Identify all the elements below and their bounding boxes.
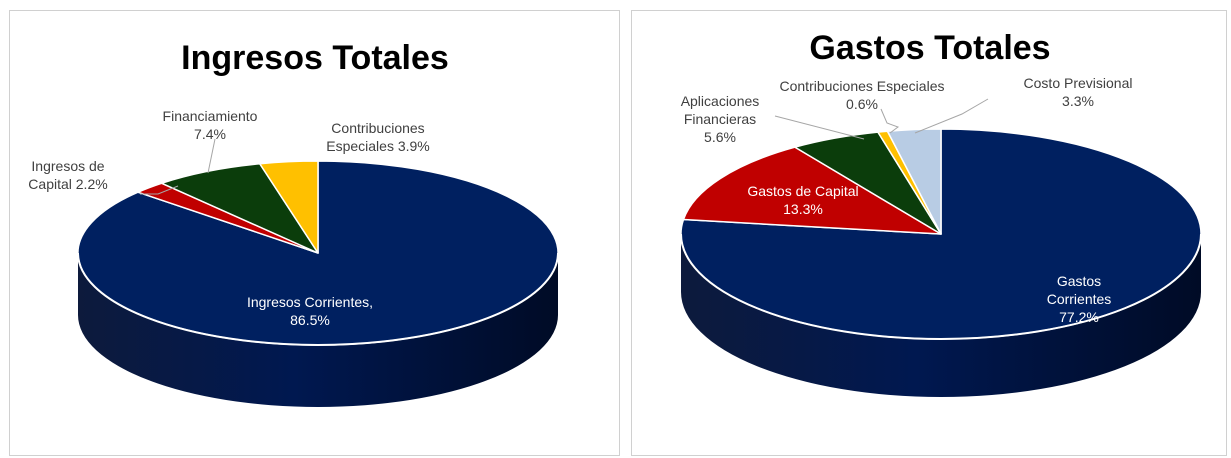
data-label-line: 7.4% bbox=[194, 126, 226, 142]
leader-line bbox=[774, 115, 865, 140]
data-label-line: 0.6% bbox=[846, 96, 878, 112]
pie-slice-gastos-de-capital bbox=[682, 146, 942, 235]
data-label-line: Costo Previsional bbox=[1024, 75, 1133, 91]
data-label-line: Financieras bbox=[684, 111, 756, 127]
data-label-line: Contribuciones bbox=[331, 120, 424, 136]
data-label-gastos-de-capital: Gastos de Capital 13.3% bbox=[747, 183, 858, 217]
leader-line bbox=[880, 108, 900, 134]
data-label-line: 13.3% bbox=[783, 201, 823, 217]
data-label-line: 5.6% bbox=[704, 129, 736, 145]
pie-slice-contribuciones-especiales bbox=[259, 160, 319, 254]
pie-rim bbox=[680, 233, 1202, 340]
chart-panel-gastos: Gastos Totales Gastos Corrientes 77.2% Gasto… bbox=[631, 10, 1227, 456]
pie-slice-costo-previsional bbox=[886, 128, 942, 235]
data-label-line: Gastos bbox=[1057, 273, 1101, 289]
data-label-line: 86.5% bbox=[290, 312, 330, 328]
data-label-line: Especiales 3.9% bbox=[326, 138, 430, 154]
data-label-ingresos-corrientes: Ingresos Corrientes, 86.5% bbox=[247, 294, 373, 328]
data-label-line: 77.2% bbox=[1059, 309, 1099, 325]
data-label-aplicaciones-financieras: Aplicaciones Financieras 5.6% bbox=[681, 93, 760, 145]
data-label-line: Contribuciones Especiales bbox=[780, 78, 945, 94]
pie-side-wall bbox=[78, 253, 558, 407]
pie-slice-financiamiento bbox=[160, 162, 319, 254]
chart-panel-ingresos: Ingresos Totales Ingresos Corrientes, 86.5… bbox=[9, 10, 620, 456]
pie-side-wall bbox=[681, 234, 1201, 397]
pie-chart-ingresos: Ingresos Totales Ingresos Corrientes, 86.5… bbox=[28, 39, 559, 407]
data-label-line: Ingresos Corrientes, bbox=[247, 294, 373, 310]
pie-side-ingresos-corrientes bbox=[78, 253, 558, 407]
leader-line bbox=[207, 138, 216, 174]
chart-title: Gastos Totales bbox=[809, 29, 1050, 67]
pie-rim bbox=[77, 252, 559, 346]
chart-title: Ingresos Totales bbox=[181, 39, 449, 77]
leader-line bbox=[140, 185, 179, 195]
data-label-line: 3.3% bbox=[1062, 93, 1094, 109]
data-label-line: Capital 2.2% bbox=[28, 176, 107, 192]
data-label-contribuciones-especiales: Contribuciones Especiales 3.9% bbox=[326, 120, 430, 154]
pie-side-gastos-corrientes bbox=[681, 234, 1201, 397]
leader-line bbox=[914, 98, 989, 134]
data-label-line: Corrientes bbox=[1047, 291, 1112, 307]
data-label-ingresos-de-capital: Ingresos de Capital 2.2% bbox=[28, 158, 107, 192]
data-label-financiamiento: Financiamiento 7.4% bbox=[163, 108, 258, 142]
data-label-contribuciones-especiales: Contribuciones Especiales 0.6% bbox=[780, 78, 945, 112]
data-label-line: Ingresos de bbox=[31, 158, 104, 174]
data-label-line: Financiamiento bbox=[163, 108, 258, 124]
data-label-line: Aplicaciones bbox=[681, 93, 760, 109]
data-label-line: Gastos de Capital bbox=[747, 183, 858, 199]
data-label-costo-previsional: Costo Previsional 3.3% bbox=[1024, 75, 1133, 109]
data-label-gastos-corrientes: Gastos Corrientes 77.2% bbox=[1047, 273, 1112, 325]
